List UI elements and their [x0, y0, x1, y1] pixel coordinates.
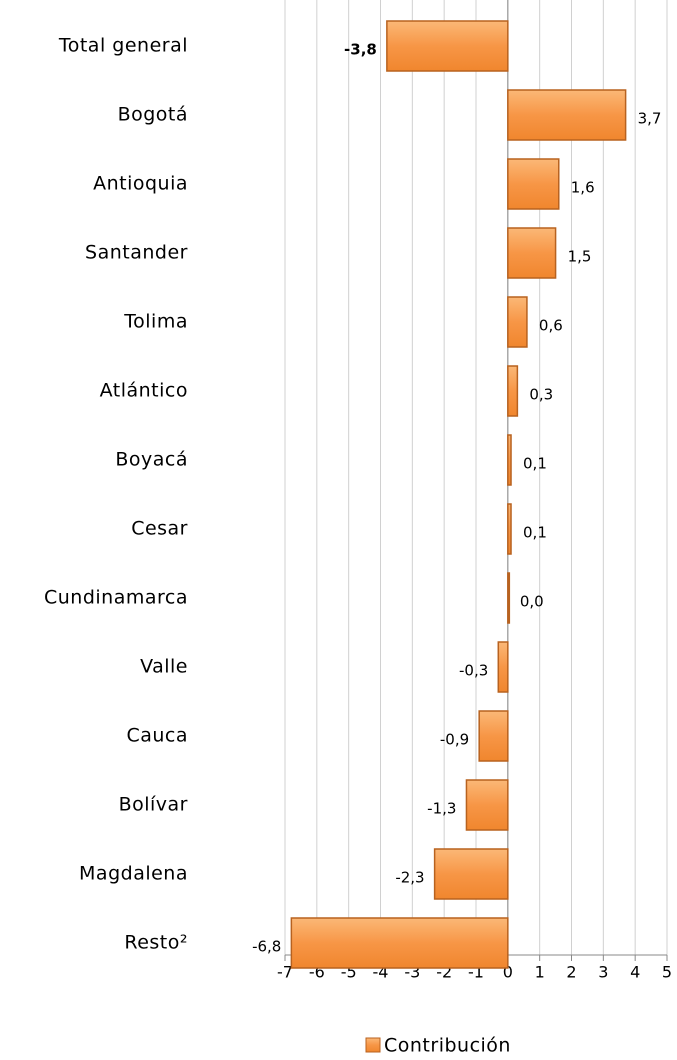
- bar: [507, 227, 557, 279]
- y-tick-label: Antioquia: [93, 173, 188, 195]
- y-tick-label: Total general: [58, 35, 188, 57]
- data-label: -6,8: [252, 938, 281, 956]
- bar: [507, 572, 511, 624]
- data-label: -2,3: [395, 869, 424, 887]
- x-tick-label: -7: [277, 963, 293, 982]
- y-tick-label: Bolívar: [119, 794, 188, 816]
- y-tick-label: Cundinamarca: [44, 587, 188, 609]
- data-label: -0,9: [440, 731, 469, 749]
- legend-label: Contribución: [384, 1035, 511, 1057]
- y-tick-label: Atlántico: [100, 380, 188, 402]
- x-tick-label: 5: [662, 963, 672, 982]
- bar: [507, 503, 512, 555]
- bar: [478, 710, 509, 762]
- x-tick-label: 4: [630, 963, 640, 982]
- data-label: 0,1: [523, 455, 547, 473]
- y-tick-label: Boyacá: [115, 449, 188, 471]
- data-label: 0,1: [523, 524, 547, 542]
- y-tick-label: Tolima: [123, 311, 188, 333]
- y-tick-label: Valle: [140, 656, 188, 678]
- data-label: 0,3: [529, 386, 553, 404]
- bar: [507, 434, 512, 486]
- bar: [497, 641, 509, 693]
- bar: [507, 365, 519, 417]
- data-label: -0,3: [459, 662, 488, 680]
- y-tick-label: Cesar: [131, 518, 188, 540]
- data-label: 0,6: [539, 317, 563, 335]
- y-tick-label: Santander: [85, 242, 188, 264]
- x-tick-label: 1: [535, 963, 545, 982]
- y-tick-label: Magdalena: [79, 863, 188, 885]
- y-tick-label: Bogotá: [118, 104, 188, 126]
- y-tick-label: Resto²: [124, 932, 188, 954]
- bar: [465, 779, 509, 831]
- data-label: 3,7: [638, 110, 662, 128]
- bar: [507, 89, 627, 141]
- data-label: 1,6: [571, 179, 595, 197]
- legend-swatch: [365, 1037, 381, 1053]
- data-label: -3,8: [344, 41, 377, 59]
- data-label: 1,5: [568, 248, 592, 266]
- bar: [433, 848, 509, 900]
- bar: [290, 917, 509, 969]
- x-tick-label: 2: [566, 963, 576, 982]
- bar: [507, 296, 528, 348]
- bar: [386, 20, 509, 72]
- x-tick-label: 0: [503, 963, 513, 982]
- x-tick-label: 3: [598, 963, 608, 982]
- data-label: -1,3: [427, 800, 456, 818]
- data-label: 0,0: [520, 593, 544, 611]
- bar: [507, 158, 560, 210]
- y-tick-label: Cauca: [126, 725, 188, 747]
